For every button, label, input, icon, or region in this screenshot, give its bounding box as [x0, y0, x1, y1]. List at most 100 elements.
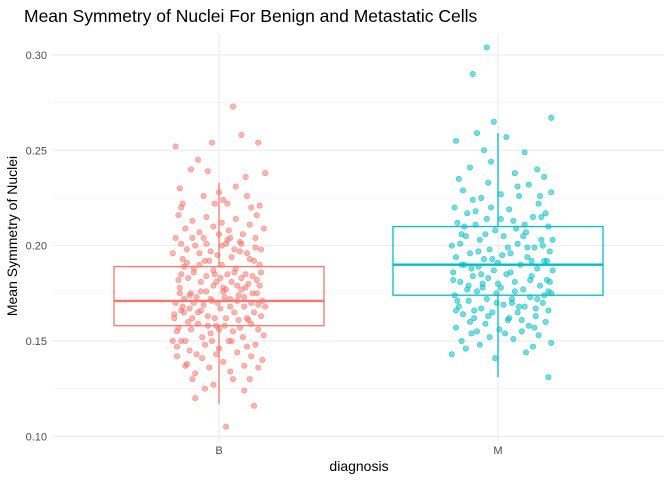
data-point-M — [483, 44, 490, 51]
data-point-M — [508, 299, 515, 306]
data-point-B — [248, 204, 255, 211]
data-point-M — [529, 214, 536, 221]
data-point-M — [521, 149, 528, 156]
data-point-B — [186, 305, 193, 312]
data-point-B — [189, 376, 196, 383]
data-point-B — [255, 301, 262, 308]
data-point-B — [249, 273, 256, 280]
data-point-B — [190, 265, 197, 272]
data-point-B — [204, 322, 211, 329]
data-point-M — [534, 296, 541, 303]
data-point-B — [216, 345, 223, 352]
data-point-M — [476, 341, 483, 348]
x-tick-label: B — [215, 445, 222, 457]
data-point-B — [231, 246, 238, 253]
data-point-M — [518, 316, 525, 323]
data-point-B — [185, 318, 192, 325]
data-point-B — [232, 183, 239, 190]
data-point-M — [476, 236, 483, 243]
data-point-M — [499, 252, 506, 259]
data-point-M — [493, 299, 500, 306]
data-point-M — [506, 206, 513, 213]
data-point-M — [461, 223, 468, 230]
data-point-M — [513, 225, 520, 232]
data-point-M — [504, 244, 511, 251]
data-point-B — [179, 303, 186, 310]
data-point-M — [529, 343, 536, 350]
data-point-B — [253, 276, 260, 283]
data-point-B — [238, 132, 245, 139]
data-point-M — [549, 236, 556, 243]
data-point-B — [235, 316, 242, 323]
data-point-B — [178, 240, 185, 247]
data-point-M — [473, 130, 480, 137]
data-point-M — [521, 303, 528, 310]
data-point-B — [227, 296, 234, 303]
data-point-M — [483, 215, 490, 222]
data-point-B — [185, 275, 192, 282]
data-point-M — [506, 315, 513, 322]
data-point-B — [209, 337, 216, 344]
data-point-M — [485, 313, 492, 320]
data-point-B — [255, 326, 262, 333]
data-point-M — [457, 278, 464, 285]
data-point-B — [248, 320, 255, 327]
y-axis-title: Mean Symmetry of Nuclei — [4, 156, 20, 316]
data-point-M — [478, 271, 485, 278]
data-point-B — [241, 303, 248, 310]
data-point-B — [172, 143, 179, 150]
data-point-M — [485, 179, 492, 186]
data-point-B — [251, 402, 258, 409]
data-point-B — [230, 328, 237, 335]
data-point-B — [203, 273, 210, 280]
data-point-B — [225, 227, 232, 234]
data-point-M — [525, 181, 532, 188]
data-point-M — [494, 259, 501, 266]
data-point-M — [539, 242, 546, 249]
data-point-B — [216, 189, 223, 196]
data-point-B — [196, 261, 203, 268]
data-point-M — [496, 326, 503, 333]
data-point-B — [228, 254, 235, 261]
data-point-M — [497, 215, 504, 222]
data-point-B — [211, 200, 218, 207]
data-point-M — [459, 187, 466, 194]
data-point-B — [259, 297, 266, 304]
data-point-B — [230, 103, 237, 110]
data-point-B — [171, 311, 178, 318]
data-point-B — [257, 246, 264, 253]
data-point-M — [500, 233, 507, 240]
data-point-B — [195, 320, 202, 327]
data-point-B — [189, 315, 196, 322]
data-point-M — [452, 137, 459, 144]
data-point-M — [548, 189, 555, 196]
data-point-B — [204, 313, 211, 320]
data-point-B — [262, 170, 269, 177]
data-point-M — [535, 332, 542, 339]
data-point-B — [189, 217, 196, 224]
data-point-B — [218, 261, 225, 268]
data-point-B — [253, 212, 260, 219]
data-point-B — [190, 299, 197, 306]
data-point-M — [478, 194, 485, 201]
data-point-B — [204, 168, 211, 175]
data-point-M — [485, 275, 492, 282]
data-point-M — [534, 166, 541, 173]
data-point-M — [520, 233, 527, 240]
data-point-M — [454, 297, 461, 304]
data-point-M — [466, 250, 473, 257]
data-point-M — [538, 214, 545, 221]
data-point-B — [241, 387, 248, 394]
jitter-points — [169, 44, 556, 430]
data-point-M — [536, 193, 543, 200]
data-point-M — [503, 133, 510, 140]
data-point-M — [458, 337, 465, 344]
data-point-B — [202, 385, 209, 392]
data-point-M — [536, 282, 543, 289]
data-point-M — [532, 305, 539, 312]
data-point-M — [511, 288, 518, 295]
data-point-M — [527, 294, 534, 301]
data-point-M — [528, 257, 535, 264]
data-point-M — [545, 288, 552, 295]
data-point-B — [195, 309, 202, 316]
